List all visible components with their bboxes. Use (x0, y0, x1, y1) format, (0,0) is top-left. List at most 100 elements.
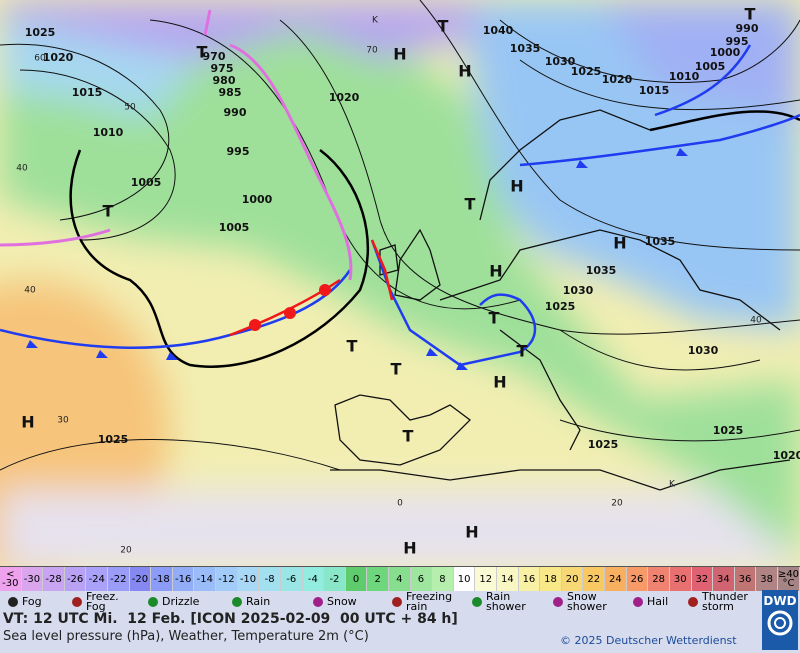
scale-cell: 4 (388, 567, 411, 591)
pressure-label: 1000 (710, 46, 741, 59)
scale-cell: 24 (605, 567, 627, 591)
high-pressure: H (21, 413, 34, 432)
isotherm-label: 70 (366, 46, 378, 56)
scale-cell: 18 (540, 567, 562, 591)
logo: DWD (762, 590, 798, 650)
isotherm-label: 40 (750, 316, 762, 326)
pressure-label: 1020 (329, 91, 360, 104)
scale-cell: 34 (713, 567, 735, 591)
scale-cell: 8 (432, 567, 454, 591)
scale-below: < -30 (0, 567, 22, 591)
high-pressure: H (613, 234, 626, 253)
pressure-label: 1015 (639, 84, 670, 97)
pressure-label: 985 (219, 86, 242, 99)
weather-legend: Fog Freez. Fog Drizzle Rain Snow Freezing rai… (0, 591, 760, 613)
main-isobars (69, 110, 800, 368)
pressure-label: 995 (726, 35, 749, 48)
pressure-label: 1035 (645, 235, 676, 248)
scale-cell: -18 (151, 567, 173, 591)
scale-cell: 12 (475, 567, 498, 591)
weather-label: Hail (647, 595, 669, 608)
scale-cell: 30 (669, 567, 692, 591)
map-marker: K (372, 16, 379, 26)
logo-swirl (767, 610, 793, 636)
scale-cell: -30 (21, 567, 44, 591)
scale-cell: 38 (756, 567, 778, 591)
scale-cell: -12 (216, 567, 238, 591)
weather-label: Snow (327, 595, 357, 608)
scale-cell: -20 (129, 567, 152, 591)
scale-above: ≥40 °C (777, 567, 800, 591)
scale-cell: -22 (108, 567, 130, 591)
weather-icon (688, 597, 698, 607)
pressure-label: 990 (736, 22, 759, 35)
pressure-label: 1035 (586, 264, 617, 277)
pressure-label: 1000 (242, 193, 273, 206)
weather-label: Rain shower (486, 590, 526, 613)
pressure-label: 1005 (131, 176, 162, 189)
pressure-label: 1020 (773, 449, 800, 462)
low-pressure: T (465, 195, 476, 214)
low-pressure: T (517, 342, 528, 361)
isotherm-label: 30 (57, 416, 69, 426)
pressure-label: 1025 (545, 300, 576, 313)
scale-cell: 22 (583, 567, 606, 591)
scale-cell: 28 (648, 567, 670, 591)
scale-cell: 26 (626, 567, 649, 591)
weather-icon (553, 597, 563, 607)
isotherm-label: 0 (397, 499, 403, 509)
low-pressure: T (745, 5, 756, 24)
weather-item: Snow shower (553, 591, 627, 613)
temperature-field (0, 0, 800, 566)
weather-label: Freez. Fog (86, 590, 119, 613)
high-pressure: H (493, 373, 506, 392)
scale-cell: -6 (280, 567, 303, 591)
pressure-label: 1025 (98, 433, 129, 446)
pressure-label: 1005 (695, 60, 726, 73)
weather-item: Freezing rain (392, 591, 466, 613)
pressure-label: 1030 (563, 284, 594, 297)
isotherm-label: 50 (124, 103, 136, 113)
high-pressure: H (489, 262, 502, 281)
high-pressure: H (510, 177, 523, 196)
scale-cell: -10 (237, 567, 260, 591)
scale-cell: 32 (691, 567, 714, 591)
weather-label: Thunder storm (702, 590, 748, 613)
isobars (0, 0, 800, 471)
pressure-label: 970 (203, 50, 226, 63)
weather-icon (148, 597, 158, 607)
isotherm-label: 60 (34, 54, 46, 64)
pressure-label: 1010 (669, 70, 700, 83)
scale-cell: -4 (302, 567, 325, 591)
low-pressure: T (197, 43, 208, 62)
copyright: © 2025 Deutscher Wetterdienst (560, 634, 737, 647)
scale-cell: -8 (259, 567, 281, 591)
pressure-label: 1010 (93, 126, 124, 139)
isotherm-label: 20 (120, 546, 132, 556)
scale-cell: -2 (324, 567, 346, 591)
valid-time: VT: 12 UTC Mi. 12 Feb. [ICON 2025-02-09 … (3, 611, 458, 627)
weather-item: Hail (633, 591, 687, 613)
pressure-label: 1015 (72, 86, 103, 99)
pressure-label: 1020 (43, 51, 74, 64)
weather-item: Snow (313, 591, 377, 613)
scale-cell: -16 (172, 567, 195, 591)
low-pressure: T (391, 360, 402, 379)
low-pressure: T (438, 17, 449, 36)
map-labels: 1025102010151010100510009959909859809759… (16, 5, 800, 558)
weather-icon (392, 597, 402, 607)
temperature-scale: < -30 -30 -28 -26 -24 -22 -20 -18 -16 -14 -12 -10 -8… (0, 566, 800, 591)
high-pressure: H (458, 62, 471, 81)
scale-cell: 20 (561, 567, 584, 591)
coastlines (330, 109, 791, 491)
pressure-label: 1025 (571, 65, 602, 78)
weather-icon (8, 597, 18, 607)
pressure-label: 990 (224, 106, 247, 119)
weather-label: Drizzle (162, 595, 200, 608)
weather-icon (72, 597, 82, 607)
scale-cell: 2 (367, 567, 389, 591)
scale-cell: -28 (43, 567, 65, 591)
weather-label: Snow shower (567, 590, 607, 613)
weather-icon (472, 597, 482, 607)
